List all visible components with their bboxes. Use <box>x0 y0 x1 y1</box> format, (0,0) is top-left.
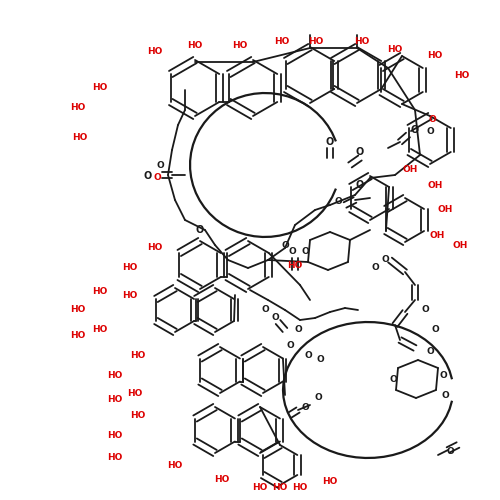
Text: HO: HO <box>148 48 162 56</box>
Text: HO: HO <box>252 484 268 492</box>
Text: HO: HO <box>308 38 324 46</box>
Text: O: O <box>294 326 302 334</box>
Text: O: O <box>428 116 436 124</box>
Text: HO: HO <box>70 104 86 112</box>
Text: HO: HO <box>130 410 146 420</box>
Text: O: O <box>144 171 152 181</box>
Text: O: O <box>381 256 389 264</box>
Text: HO: HO <box>108 430 122 440</box>
Text: O: O <box>356 180 364 190</box>
Text: O: O <box>326 137 334 147</box>
Text: HO: HO <box>148 244 162 252</box>
Text: O: O <box>316 356 324 364</box>
Text: HO: HO <box>454 70 469 80</box>
Text: O: O <box>356 147 364 157</box>
Text: HO: HO <box>272 484 287 492</box>
Text: OH: OH <box>402 166 417 174</box>
Text: HO: HO <box>232 40 248 50</box>
Text: O: O <box>426 128 434 136</box>
Text: O: O <box>446 448 454 456</box>
Text: O: O <box>261 306 269 314</box>
Text: HO: HO <box>70 330 86 340</box>
Text: HO: HO <box>292 484 308 492</box>
Text: HO: HO <box>274 38 289 46</box>
Text: HO: HO <box>70 306 86 314</box>
Text: O: O <box>439 370 447 380</box>
Text: HO: HO <box>128 388 142 398</box>
Text: HO: HO <box>354 38 370 46</box>
Text: HO: HO <box>288 260 302 270</box>
Text: HO: HO <box>214 476 230 484</box>
Text: OH: OH <box>428 180 442 190</box>
Text: O: O <box>421 306 429 314</box>
Text: O: O <box>288 248 296 256</box>
Text: HO: HO <box>72 134 88 142</box>
Text: O: O <box>286 340 294 349</box>
Text: O: O <box>334 198 342 206</box>
Text: HO: HO <box>188 40 202 50</box>
Text: O: O <box>281 240 289 250</box>
Text: O: O <box>314 394 322 402</box>
Text: HO: HO <box>168 460 182 469</box>
Text: OH: OH <box>430 230 444 239</box>
Text: OH: OH <box>452 240 468 250</box>
Text: HO: HO <box>322 478 338 486</box>
Text: HO: HO <box>122 290 138 300</box>
Text: OH: OH <box>438 206 452 214</box>
Text: HO: HO <box>92 84 108 92</box>
Text: O: O <box>153 174 161 182</box>
Text: O: O <box>301 404 309 412</box>
Text: HO: HO <box>92 288 108 296</box>
Text: O: O <box>301 246 309 256</box>
Text: O: O <box>271 314 279 322</box>
Text: HO: HO <box>122 264 138 272</box>
Text: HO: HO <box>108 396 122 404</box>
Text: O: O <box>389 376 397 384</box>
Text: HO: HO <box>92 326 108 334</box>
Text: O: O <box>441 390 449 400</box>
Text: O: O <box>156 160 164 170</box>
Text: HO: HO <box>428 50 442 59</box>
Text: O: O <box>304 350 312 360</box>
Text: HO: HO <box>388 46 402 54</box>
Text: O: O <box>411 125 419 135</box>
Text: HO: HO <box>130 350 146 360</box>
Text: O: O <box>431 326 439 334</box>
Text: HO: HO <box>108 454 122 462</box>
Text: O: O <box>371 264 379 272</box>
Text: O: O <box>196 225 204 235</box>
Text: HO: HO <box>108 370 122 380</box>
Text: O: O <box>426 348 434 356</box>
